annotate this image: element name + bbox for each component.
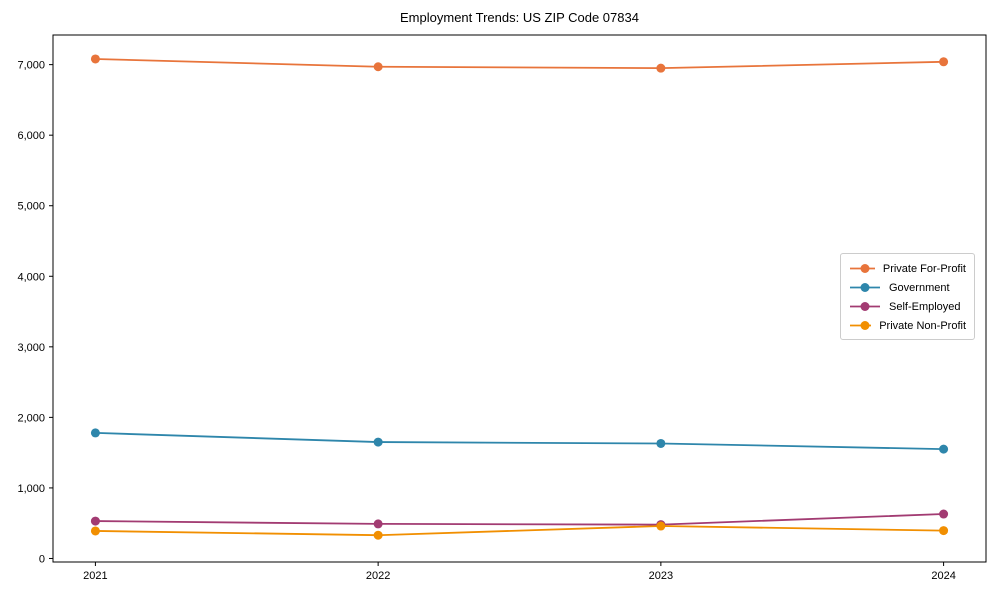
data-point-self-employed-2022 [373,519,383,529]
x-tick-label: 2022 [366,570,390,582]
data-point-self-employed-2021 [90,516,100,526]
data-point-private-non-profit-2022 [373,530,383,540]
legend-label: Private Non-Profit [879,319,966,332]
series-line-private-non-profit [95,525,944,537]
legend-item-government: Government [849,278,966,297]
data-point-government-2024 [939,444,949,454]
series-line-private-for-profit [95,58,944,70]
legend-marker-icon [850,302,880,311]
y-tick-label: 5,000 [17,201,45,213]
y-tick-label: 7,000 [17,60,45,72]
legend: Private For-Profit Government Self-Employe… [840,253,975,340]
y-tick-label: 1,000 [17,483,45,495]
legend-item-private-for-profit: Private For-Profit [849,259,966,278]
legend-item-self-employed: Self-Employed [849,297,966,316]
legend-marker-icon [850,321,872,330]
data-point-private-for-profit-2024 [939,57,949,67]
data-point-government-2021 [90,428,100,438]
data-point-private-non-profit-2021 [90,526,100,536]
data-point-private-non-profit-2024 [939,526,949,536]
data-point-private-for-profit-2023 [656,63,666,73]
y-tick-label: 2,000 [17,412,45,424]
data-point-private-for-profit-2021 [90,54,100,64]
data-point-government-2023 [656,438,666,448]
data-point-private-non-profit-2023 [656,521,666,531]
legend-marker-icon [850,264,875,273]
legend-marker-icon [850,283,880,292]
y-tick-label: 4,000 [17,271,45,283]
series-line-government [95,431,944,451]
x-tick-label: 2023 [649,570,673,582]
data-point-government-2022 [373,437,383,447]
y-tick-label: 6,000 [17,130,45,142]
data-point-private-for-profit-2022 [373,62,383,72]
x-tick-label: 2021 [83,570,107,582]
legend-label: Government [889,281,950,294]
plot-border [52,34,987,563]
legend-label: Private For-Profit [882,262,966,275]
legend-item-private-non-profit: Private Non-Profit [849,316,966,335]
x-tick-label: 2024 [931,570,955,582]
y-tick-label: 3,000 [17,342,45,354]
y-tick-label: 0 [39,553,45,565]
legend-label: Self-Employed [889,300,961,313]
series-line-self-employed [95,513,944,526]
data-point-self-employed-2024 [939,509,949,519]
chart-title: Employment Trends: US ZIP Code 07834 [400,10,639,25]
